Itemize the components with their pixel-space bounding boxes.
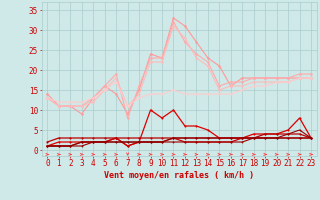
X-axis label: Vent moyen/en rafales ( km/h ): Vent moyen/en rafales ( km/h ) (104, 171, 254, 180)
